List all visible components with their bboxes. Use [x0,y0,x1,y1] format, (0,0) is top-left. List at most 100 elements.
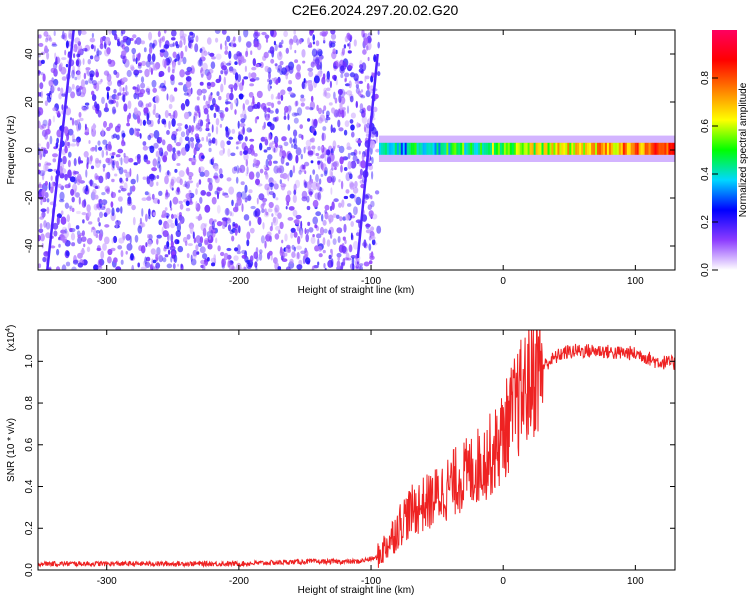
heatmap-noise-cell [363,261,370,267]
heatmap-noise-cell [234,247,239,252]
heatmap-noise-cell [176,122,183,127]
heatmap-noise-cell [140,245,146,254]
heatmap-noise-cell [339,264,343,270]
heatmap-noise-cell [184,136,190,142]
heatmap-noise-cell [268,201,274,209]
heatmap-signal-cell [658,142,661,155]
heatmap-noise-cell [348,80,352,89]
heatmap-noise-cell [333,65,338,69]
heatmap-noise-cell [120,187,127,192]
colorbar-tick-label: 0.6 [700,119,711,133]
heatmap-noise-cell [307,145,311,152]
heatmap-noise-cell [326,239,331,247]
heatmap-noise-cell [197,215,203,221]
heatmap-noise-cell [285,194,291,203]
heatmap-noise-cell [296,264,303,270]
heatmap-noise-cell [328,229,332,235]
heatmap-noise-cell [107,256,112,264]
heatmap-noise-cell [125,37,131,46]
heatmap-noise-cell [149,179,154,188]
heatmap-noise-cell [64,228,68,234]
heatmap-noise-cell [276,167,282,174]
heatmap-noise-cell [234,72,239,81]
heatmap-noise-cell [208,182,213,192]
heatmap-noise-cell [185,168,189,175]
heatmap-noise-cell [97,140,101,146]
heatmap-noise-cell [310,236,316,244]
heatmap-noise-cell [322,237,326,246]
heatmap-noise-cell [336,227,343,234]
heatmap-noise-cell [341,245,347,254]
heatmap-signal-cell [394,142,397,155]
heatmap-noise-cell [285,247,289,254]
heatmap-noise-cell [143,155,149,163]
heatmap-noise-cell [171,69,175,74]
heatmap-noise-cell [87,211,92,217]
heatmap-noise-cell [209,104,214,111]
heatmap-noise-cell [132,216,136,226]
heatmap-noise-cell [195,35,199,43]
heatmap-noise-cell [47,168,53,172]
colorbar-ticks: 0.00.20.40.60.8 [700,71,718,277]
heatmap-noise-cell [184,124,188,130]
heatmap-noise-cell [256,197,259,205]
heatmap-noise-cell [166,245,170,250]
heatmap-noise-cell [197,108,201,115]
heatmap-noise-cell [180,103,186,111]
heatmap-noise-cell [185,181,190,189]
heatmap-noise-cell [62,226,67,231]
heatmap-noise-cell [350,124,355,131]
heatmap-noise-cell [103,212,108,218]
heatmap-noise-cell [172,263,176,270]
heatmap-signal-cell [460,142,463,155]
heatmap-noise-cell [328,214,334,223]
heatmap-noise-cell [45,164,49,172]
heatmap-noise-cell [207,235,214,244]
heatmap-noise-cell [311,265,315,270]
heatmap-noise-cell [360,89,364,93]
heatmap-noise-cell [231,166,237,174]
heatmap-noise-cell [228,84,235,90]
heatmap-noise-cell [143,47,147,53]
heatmap-noise-cell [48,79,54,87]
heatmap-noise-cell [207,243,213,250]
heatmap-noise-cell [57,87,61,92]
heatmap-noise-cell [269,225,273,232]
heatmap-noise-cell [326,176,333,184]
heatmap-noise-cell [313,118,318,127]
heatmap-noise-cell [105,207,111,215]
heatmap-noise-cell [260,235,265,244]
heatmap-noise-cell [67,169,72,179]
heatmap-noise-cell [127,192,131,196]
heatmap-noise-cell [306,205,311,211]
heatmap-noise-cell [97,217,100,223]
heatmap-noise-cell [355,100,358,109]
heatmap-noise-cell [130,253,134,261]
heatmap-noise-cell [182,33,187,38]
heatmap-noise-cell [360,95,366,99]
heatmap-noise-cell [162,120,167,125]
heatmap-noise-cell [148,173,155,180]
heatmap-signal-cell [436,142,439,155]
heatmap-signal-cell [587,142,590,155]
heatmap-noise-cell [94,186,99,189]
heatmap-noise-cell [255,77,260,81]
heatmap-noise-cell [112,160,115,169]
heatmap-noise-cell [40,59,45,64]
heatmap-noise-cell [148,111,151,119]
heatmap-noise-cell [321,161,324,171]
heatmap-signal-cell [482,142,485,155]
heatmap-noise-cell [318,253,323,258]
heatmap-noise-cell [261,31,267,36]
heatmap-noise-cell [214,30,221,34]
heatmap-noise-cell [341,107,346,111]
heatmap-noise-cell [95,159,101,168]
heatmap-noise-cell [211,262,216,267]
heatmap-noise-cell [139,217,142,225]
heatmap-signal-cell [380,142,384,155]
heatmap-signal-cell [450,142,453,155]
heatmap-noise-cell [38,143,41,147]
heatmap-noise-cell [83,72,87,80]
heatmap-noise-cell [99,211,103,218]
heatmap-noise-cell [148,208,151,217]
